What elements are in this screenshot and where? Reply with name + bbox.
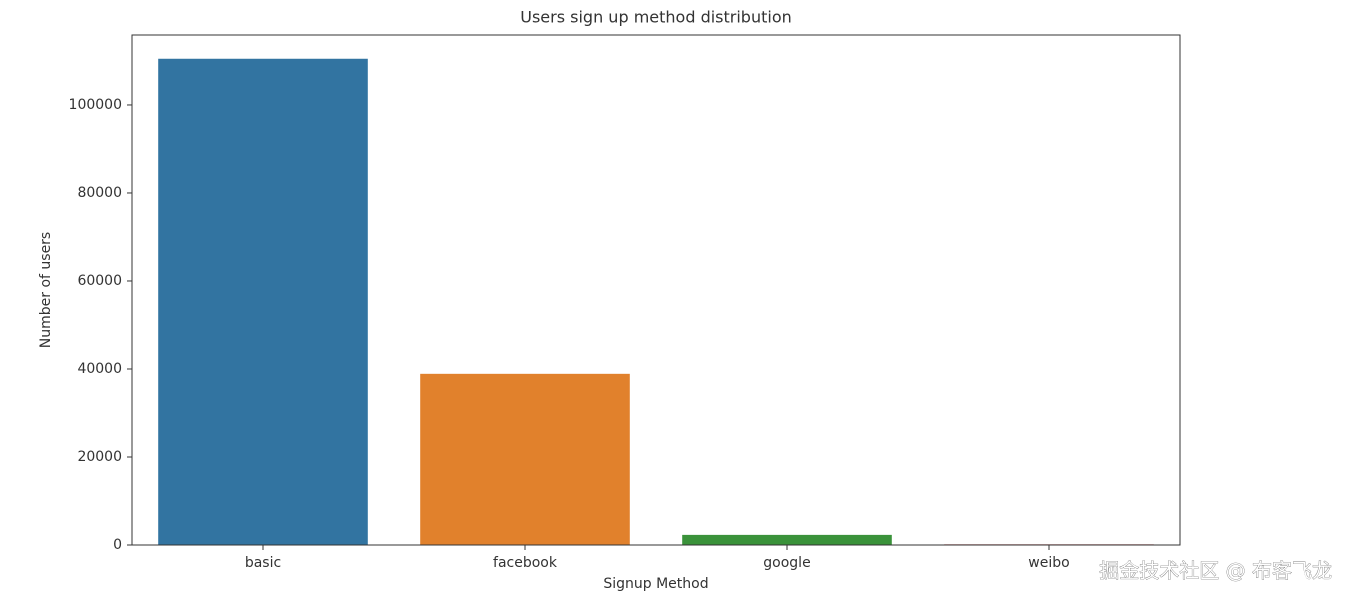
x-tick-label: facebook	[493, 555, 558, 571]
y-tick-label: 80000	[77, 185, 122, 201]
chart-title: Users sign up method distribution	[520, 8, 792, 27]
y-tick-label: 0	[113, 537, 122, 553]
bar	[158, 58, 368, 545]
x-tick-label: google	[763, 555, 810, 571]
x-tick-label: basic	[245, 555, 281, 571]
watermark: 掘金技术社区 @ 布客飞龙	[1099, 559, 1332, 583]
y-axis-label: Number of users	[38, 232, 54, 348]
bar	[682, 534, 892, 545]
y-tick-label: 20000	[77, 449, 122, 465]
x-tick-label: weibo	[1028, 555, 1069, 571]
x-axis-label: Signup Method	[603, 576, 708, 592]
plot-frame	[131, 34, 1181, 546]
bar	[420, 373, 630, 545]
y-tick-label: 40000	[77, 361, 122, 377]
y-tick-label: 60000	[77, 273, 122, 289]
y-tick-label: 100000	[69, 97, 122, 113]
